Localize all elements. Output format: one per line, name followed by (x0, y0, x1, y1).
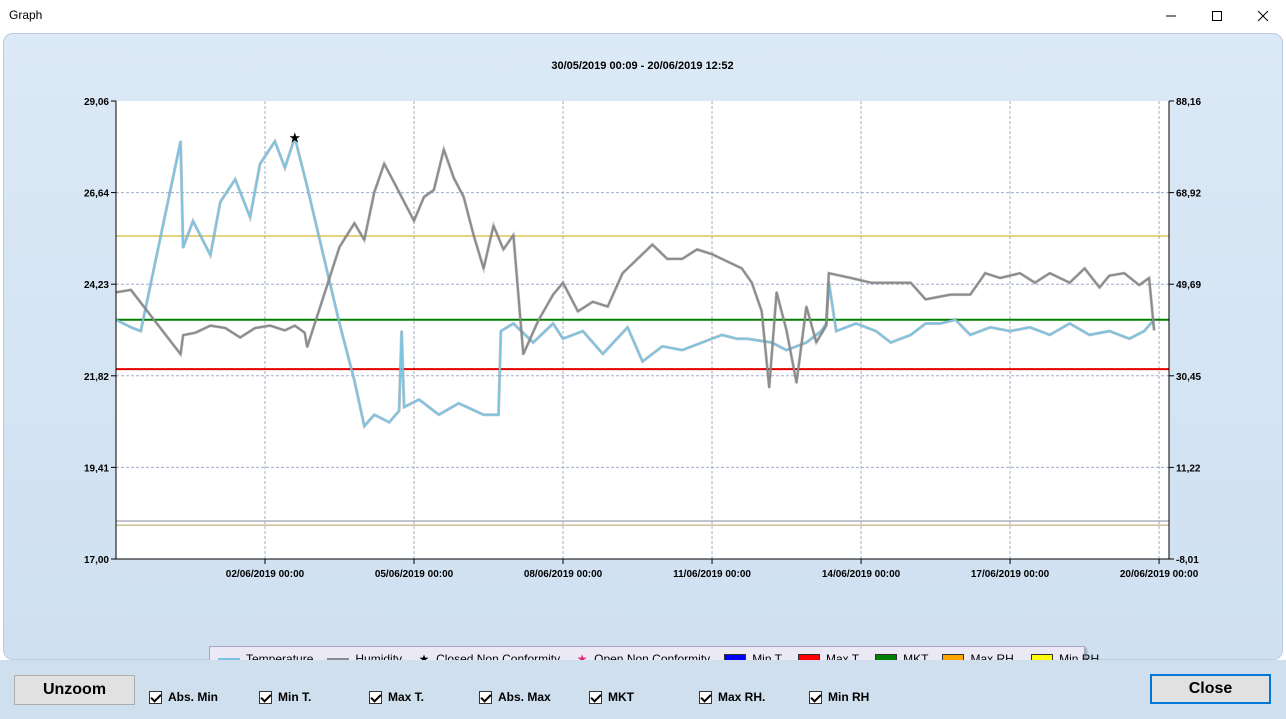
checkbox-check-icon[interactable] (369, 690, 382, 704)
y-left-tick-label: 24,23 (84, 280, 109, 291)
y-left-tick-label: 21,82 (84, 372, 109, 383)
chart-panel[interactable]: 30/05/2019 00:09 - 20/06/2019 12:52 29,06… (3, 33, 1284, 672)
checkbox-label: Abs. Max (498, 690, 551, 704)
y-right-tick-label: 49,69 (1176, 280, 1201, 291)
x-tick-label: 02/06/2019 00:00 (226, 569, 305, 580)
close-icon (1257, 10, 1269, 22)
chart[interactable]: 30/05/2019 00:09 - 20/06/2019 12:52 29,06… (4, 34, 1284, 661)
y-left-tick-label: 17,00 (84, 555, 109, 566)
checkbox-check-icon[interactable] (479, 690, 492, 704)
window-title: Graph (9, 8, 43, 22)
checkbox-abs-min[interactable]: Abs. Min (149, 690, 218, 704)
checkbox-mkt[interactable]: MKT (589, 690, 634, 704)
y-right-tick-label: 30,45 (1176, 372, 1201, 383)
checkbox-check-icon[interactable] (259, 690, 272, 704)
checkbox-min-t[interactable]: Min T. (259, 690, 311, 704)
y-right-tick-label: -8,01 (1176, 555, 1199, 566)
x-tick-label: 05/06/2019 00:00 (375, 569, 454, 580)
x-tick-label: 14/06/2019 00:00 (822, 569, 901, 580)
checkbox-label: MKT (608, 690, 634, 704)
y-left-tick-label: 19,41 (84, 463, 109, 474)
maximize-icon (1212, 11, 1222, 21)
checkbox-label: Max RH. (718, 690, 766, 704)
series-line-temperature[interactable] (115, 136, 1155, 428)
y-left-tick-label: 29,06 (84, 97, 109, 108)
maximize-button[interactable] (1194, 0, 1240, 32)
checkbox-label: Min T. (278, 690, 312, 704)
checkbox-label: Min RH (828, 690, 870, 704)
close-button[interactable]: Close (1150, 674, 1271, 704)
minimize-button[interactable] (1148, 0, 1194, 32)
plot-area[interactable] (116, 101, 1169, 559)
title-bar: Graph (0, 0, 1286, 32)
checkbox-label: Max T. (388, 690, 425, 704)
checkbox-abs-max[interactable]: Abs. Max (479, 690, 551, 704)
y-left-tick-label: 26,64 (84, 189, 109, 200)
legend-line-marker (327, 658, 350, 660)
checkbox-max-t[interactable]: Max T. (369, 690, 424, 704)
checkbox-check-icon[interactable] (809, 690, 822, 704)
x-tick-label: 08/06/2019 00:00 (524, 569, 603, 580)
bottom-toolbar: Unzoom Abs. Min Min T. Max T. Abs. Max MKT Ma… (0, 660, 1286, 719)
checkbox-max-rh[interactable]: Max RH. (699, 690, 765, 704)
star-icon: ★ (418, 652, 430, 666)
close-window-button[interactable] (1240, 0, 1286, 32)
x-tick-label: 17/06/2019 00:00 (971, 569, 1050, 580)
checkbox-check-icon[interactable] (699, 690, 712, 704)
unzoom-button[interactable]: Unzoom (14, 675, 135, 705)
minimize-icon (1166, 15, 1176, 17)
y-right-tick-label: 88,16 (1176, 97, 1201, 108)
checkbox-label: Abs. Min (168, 690, 218, 704)
checkbox-min-rh[interactable]: Min RH (809, 690, 869, 704)
closed-non-conformity-marker[interactable]: ★ (289, 129, 302, 145)
series-line-humidity[interactable] (115, 148, 1156, 389)
y-right-tick-label: 68,92 (1176, 189, 1201, 200)
x-tick-label: 20/06/2019 00:00 (1120, 569, 1199, 580)
chart-title: 30/05/2019 00:09 - 20/06/2019 12:52 (551, 60, 733, 72)
star-icon: ★ (576, 652, 588, 666)
checkbox-check-icon[interactable] (149, 690, 162, 704)
x-tick-label: 11/06/2019 00:00 (673, 569, 751, 580)
legend-line-marker (218, 658, 240, 660)
y-right-tick-label: 11,22 (1176, 463, 1201, 474)
checkbox-check-icon[interactable] (589, 690, 602, 704)
